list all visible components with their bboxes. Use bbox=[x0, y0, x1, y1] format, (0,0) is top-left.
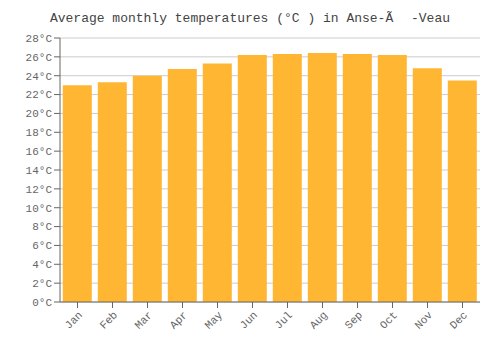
svg-text:Sep: Sep bbox=[343, 309, 365, 331]
svg-text:Jan: Jan bbox=[63, 309, 85, 331]
svg-text:0°C: 0°C bbox=[32, 297, 52, 309]
svg-text:4°C: 4°C bbox=[32, 259, 52, 271]
svg-text:2°C: 2°C bbox=[32, 278, 52, 290]
svg-text:26°C: 26°C bbox=[26, 52, 53, 64]
svg-text:6°C: 6°C bbox=[32, 240, 52, 252]
svg-text:12°C: 12°C bbox=[26, 184, 53, 196]
svg-text:28°C: 28°C bbox=[26, 33, 53, 45]
html-text:Average monthly temperatures (: Average monthly temperatures (°C ) in An… bbox=[50, 11, 450, 26]
svg-text:Dec: Dec bbox=[448, 309, 470, 331]
svg-text:14°C: 14°C bbox=[26, 165, 53, 177]
svg-text:20°C: 20°C bbox=[26, 108, 53, 120]
svg-text:Jul: Jul bbox=[273, 309, 295, 331]
svg-text:16°C: 16°C bbox=[26, 146, 53, 158]
svg-text:Nov: Nov bbox=[413, 309, 436, 332]
svg-text:Oct: Oct bbox=[378, 309, 400, 331]
svg-text:Apr: Apr bbox=[168, 309, 190, 331]
svg-text:8°C: 8°C bbox=[32, 221, 52, 233]
svg-text:18°C: 18°C bbox=[26, 127, 53, 139]
svg-text:May: May bbox=[203, 309, 226, 332]
svg-text:Mar: Mar bbox=[133, 309, 155, 331]
svg-text:10°C: 10°C bbox=[26, 203, 53, 215]
svg-text:Feb: Feb bbox=[98, 309, 120, 331]
svg-text:Jun: Jun bbox=[238, 309, 260, 331]
svg-text:22°C: 22°C bbox=[26, 89, 53, 101]
svg-text:24°C: 24°C bbox=[26, 71, 53, 83]
svg-text:Aug: Aug bbox=[308, 309, 330, 331]
